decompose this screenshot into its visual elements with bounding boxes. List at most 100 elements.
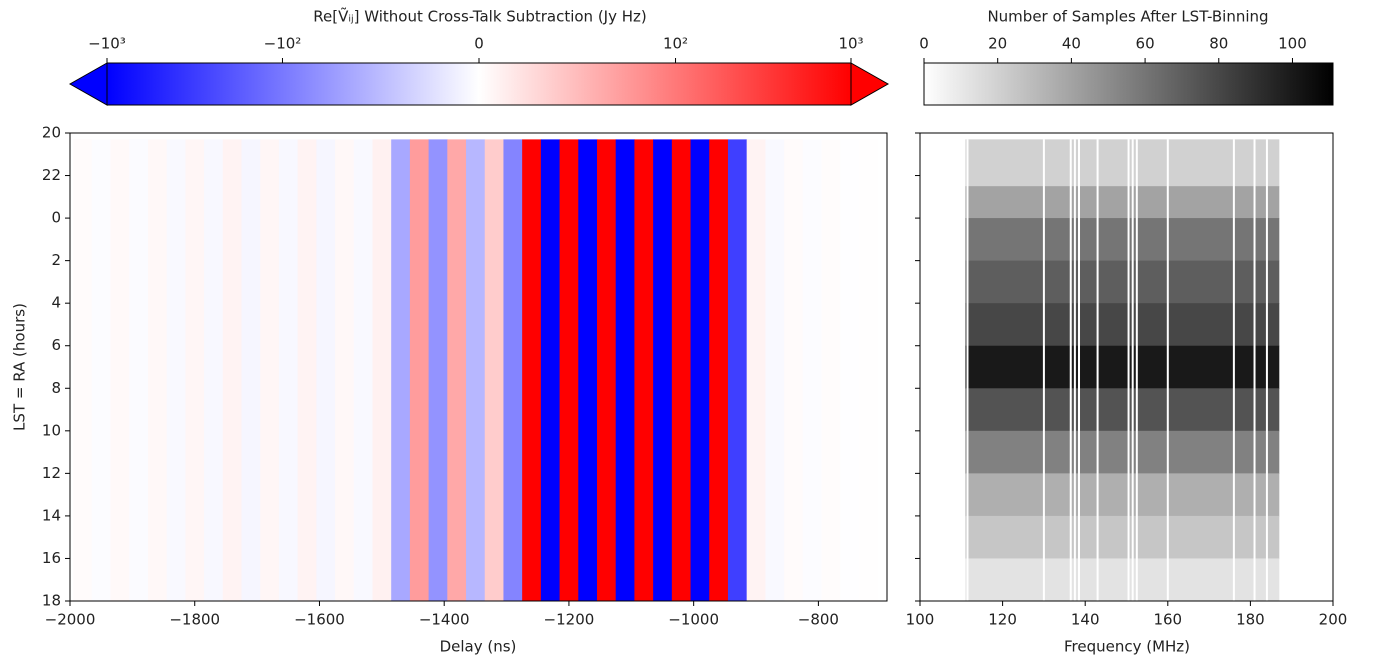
heatmap-stripe (690, 139, 710, 601)
x-tick-label: 120 (988, 611, 1017, 629)
heatmap-stripe (634, 139, 654, 601)
heatmap-stripe (540, 139, 561, 601)
heatmap-stripe (391, 139, 411, 601)
y-tick-label: 12 (42, 464, 61, 482)
y-tick-label: 2 (51, 251, 61, 269)
heatmap-stripe (316, 139, 336, 601)
x-tick-label: −1200 (544, 611, 595, 629)
heatmap-stripe (372, 139, 392, 601)
heatmap-stripe (765, 139, 785, 601)
colorbar-title: Number of Samples After LST-Binning (987, 8, 1268, 26)
heatmap-stripe (840, 139, 860, 601)
heatmap-stripe (260, 139, 280, 601)
plot-frame (919, 132, 1334, 602)
y-tick-label: 6 (51, 336, 61, 354)
heatmap-band (965, 186, 1280, 219)
heatmap-stripe (578, 139, 598, 601)
colorbar-tick-label: 10³ (838, 35, 863, 53)
x-tick-label: 140 (1071, 611, 1100, 629)
colorbar-tick-label: 10² (663, 35, 688, 53)
colorbar (106, 62, 852, 106)
heatmap-stripe (222, 139, 243, 601)
colorbar-tick-label: 40 (1062, 35, 1081, 53)
heatmap-stripe (204, 139, 224, 601)
heatmap-band (965, 515, 1280, 559)
heatmap-stripe (858, 139, 879, 601)
x-tick-label: −800 (798, 611, 839, 629)
y-tick-label: 0 (51, 209, 61, 227)
heatmap-stripe (484, 139, 504, 601)
x-tick-label: 160 (1153, 611, 1182, 629)
colorbar-tick-label: −10³ (88, 35, 126, 53)
colorbar (923, 62, 1334, 106)
heatmap-stripe (746, 139, 766, 601)
heatmap-stripe (335, 139, 355, 601)
colorbar-tick-label: −10² (264, 35, 302, 53)
colorbar-tick-label: 0 (919, 35, 929, 53)
colorbar-title: Re[Ṽᵢⱼ] Without Cross-Talk Subtraction (… (313, 7, 647, 26)
heatmap-band (965, 139, 1280, 187)
heatmap-stripe (409, 139, 430, 601)
heatmap-stripe (147, 139, 168, 601)
x-tick-label: −1400 (419, 611, 470, 629)
colorbar-extension (68, 62, 108, 106)
heatmap-stripe (615, 139, 635, 601)
y-axis-label: LST = RA (hours) (11, 303, 29, 431)
x-tick-label: −1800 (169, 611, 220, 629)
heatmap-stripe (73, 139, 93, 601)
heatmap-stripe (110, 139, 130, 601)
heatmap-stripe (653, 139, 673, 601)
colorbar-tick-label: 60 (1136, 35, 1155, 53)
heatmap-stripe (185, 139, 205, 601)
x-axis-label: Frequency (MHz) (1064, 638, 1190, 656)
heatmap-stripe (727, 139, 748, 601)
heatmap-band (965, 388, 1280, 432)
x-tick-label: 100 (906, 611, 935, 629)
y-tick-label: 14 (42, 506, 61, 524)
x-tick-label: 200 (1319, 611, 1348, 629)
y-tick-label: 18 (42, 592, 61, 610)
colorbar-tick-label: 0 (474, 35, 484, 53)
plot-frame (69, 132, 888, 602)
x-axis-label: Delay (ns) (440, 638, 517, 656)
x-tick-label: −1600 (294, 611, 345, 629)
heatmap-stripe (821, 139, 841, 601)
y-tick-label: 10 (42, 421, 61, 439)
heatmap-stripe (709, 139, 729, 601)
y-tick-label: 8 (51, 379, 61, 397)
x-tick-label: −1000 (668, 611, 719, 629)
y-tick-label: 20 (42, 124, 61, 142)
colorbar-extension (850, 62, 890, 106)
heatmap-band (965, 558, 1280, 602)
heatmap-stripe (353, 139, 373, 601)
colorbar-tick-label: 100 (1278, 35, 1307, 53)
heatmap-band (965, 473, 1280, 517)
heatmap-stripe (466, 139, 486, 601)
heatmap-stripe (559, 139, 579, 601)
heatmap-stripe (596, 139, 617, 601)
heatmap-stripe (522, 139, 542, 601)
y-tick-label: 16 (42, 549, 61, 567)
heatmap-stripe (784, 139, 804, 601)
heatmap-band (965, 345, 1280, 389)
heatmap-stripe (91, 139, 112, 601)
heatmap-stripe (447, 139, 467, 601)
heatmap-band (965, 260, 1280, 304)
heatmap-stripe (241, 139, 261, 601)
heatmap-stripe (278, 139, 299, 601)
x-tick-label: 180 (1236, 611, 1265, 629)
heatmap-stripe (129, 139, 149, 601)
y-tick-label: 22 (42, 166, 61, 184)
heatmap-band (965, 430, 1280, 474)
heatmap-stripe (428, 139, 448, 601)
heatmap-stripe (671, 139, 692, 601)
heatmap-band (965, 303, 1280, 347)
heatmap-stripe (503, 139, 523, 601)
heatmap-stripe (166, 139, 186, 601)
colorbar-tick-label: 20 (988, 35, 1007, 53)
heatmap-stripe (297, 139, 317, 601)
heatmap-stripe (802, 139, 823, 601)
colorbar-tick-label: 80 (1209, 35, 1228, 53)
y-tick-label: 4 (51, 294, 61, 312)
